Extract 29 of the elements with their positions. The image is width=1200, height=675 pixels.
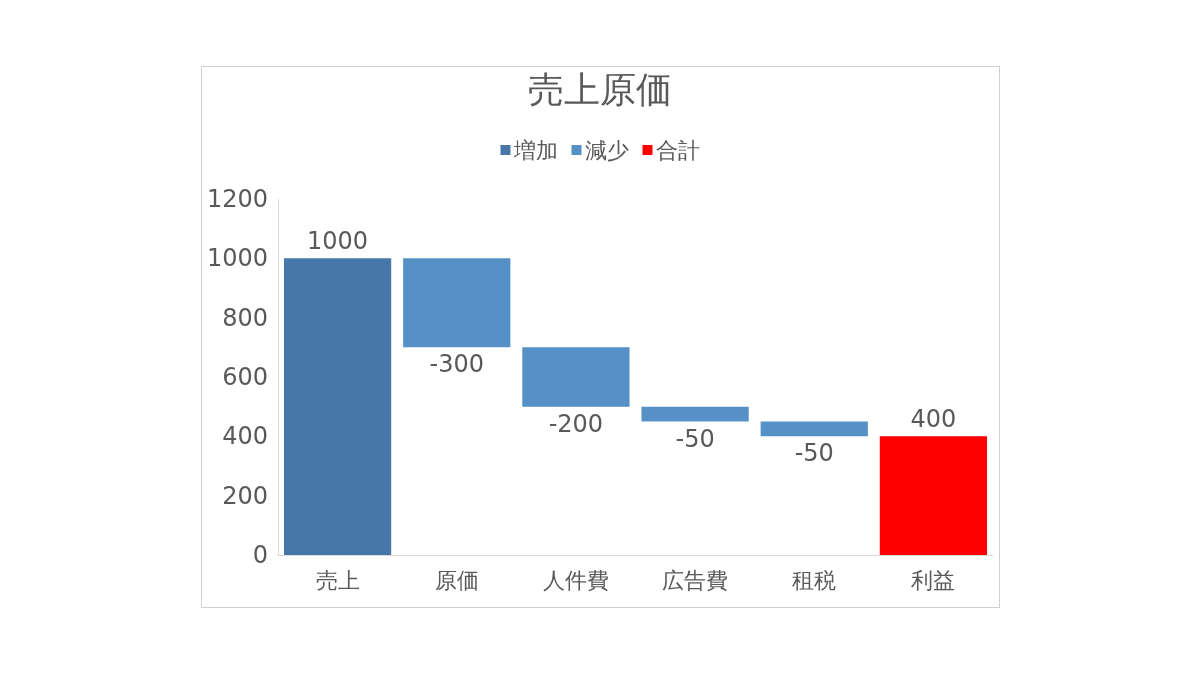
- y-tick-label: 400: [222, 422, 268, 451]
- y-tick-label: 1000: [206, 244, 268, 273]
- legend-label: 合計: [655, 137, 700, 163]
- data-label: -200: [548, 409, 604, 438]
- bar: [879, 436, 988, 555]
- bar: [283, 258, 392, 555]
- bar: [641, 406, 749, 422]
- data-label: 400: [910, 405, 957, 434]
- legend-label: 減少: [584, 137, 629, 163]
- x-tick-label: 原価: [434, 567, 479, 593]
- bar: [522, 347, 630, 407]
- data-label: -300: [429, 350, 484, 379]
- data-label: 1000: [307, 227, 369, 256]
- y-tick-label: 800: [222, 303, 268, 332]
- data-label: -50: [794, 439, 834, 468]
- x-tick-label: 租税: [792, 567, 837, 593]
- bar: [403, 258, 511, 348]
- y-tick-label: 0: [252, 541, 268, 569]
- chart-title: 売上原価: [528, 68, 672, 110]
- legend-label: 増加: [512, 137, 558, 163]
- x-tick-label: 利益: [911, 567, 956, 593]
- data-label: -50: [675, 424, 715, 453]
- x-tick-label: 広告費: [662, 567, 729, 593]
- bar: [760, 421, 868, 437]
- y-tick-label: 200: [222, 481, 268, 510]
- x-tick-label: 人件費: [542, 567, 609, 593]
- x-tick-label: 売上: [315, 567, 360, 593]
- y-tick-label: 600: [222, 363, 268, 391]
- y-tick-label: 1200: [206, 185, 268, 213]
